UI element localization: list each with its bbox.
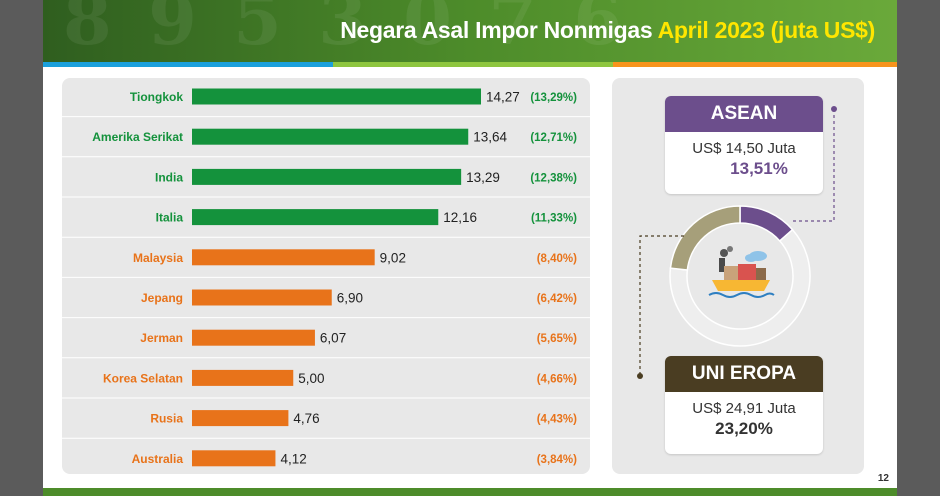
smoke-puff — [727, 246, 733, 252]
bar-chart-panel: Tiongkok 14,27 (13,29%) Amerika Serikat 13,6… — [62, 78, 590, 474]
cargo-ship-factory-icon — [708, 246, 775, 298]
bar — [192, 369, 294, 386]
category-label: Korea Selatan — [103, 371, 183, 385]
ship-hull — [712, 280, 770, 291]
category-label: Amerika Serikat — [92, 130, 183, 144]
category-label: Jepang — [141, 291, 183, 305]
asean-value: US$ 14,50 Juta — [692, 140, 796, 157]
category-label: Tiongkok — [130, 90, 183, 104]
share-label: (13,29%) — [530, 92, 577, 104]
region-panel: ASEAN US$ 14,50 Juta 13,51% UNI EROPA US… — [612, 78, 864, 474]
cloud — [745, 254, 757, 262]
container — [724, 266, 738, 280]
container — [756, 268, 766, 280]
asean-connector-dot — [831, 106, 837, 112]
background-digits-decoration: 8 9 5 3 0 7 6 — [63, 0, 629, 61]
asean-title: ASEAN — [665, 96, 823, 132]
uni-eropa-connector — [639, 235, 684, 376]
page-number: 12 — [877, 473, 889, 484]
bar — [192, 209, 439, 226]
share-label: (6,42%) — [537, 293, 577, 305]
category-label: Malaysia — [133, 251, 183, 265]
asean-share: 13,51% — [730, 159, 788, 178]
share-label: (4,66%) — [537, 373, 577, 385]
value-label: 5,00 — [298, 371, 324, 386]
bar — [192, 289, 332, 306]
share-label: (8,40%) — [537, 253, 577, 265]
category-label: Italia — [156, 211, 184, 225]
stripe-blue — [43, 62, 333, 67]
page-title: Negara Asal Impor Nonmigas April 2023 (j… — [340, 17, 875, 44]
container — [738, 264, 756, 280]
value-label: 13,29 — [466, 170, 500, 185]
title-main: Negara Asal Impor Nonmigas — [340, 17, 658, 43]
bar — [192, 329, 315, 346]
bar — [192, 249, 375, 266]
uni-eropa-share: 23,20% — [715, 419, 773, 438]
asean-connector — [790, 109, 835, 222]
category-label: India — [155, 170, 183, 184]
donut-chart — [637, 106, 837, 379]
bar — [192, 450, 276, 467]
category-label: Jerman — [140, 331, 183, 345]
value-label: 14,27 — [486, 90, 520, 105]
title-banner: 8 9 5 3 0 7 6 Negara Asal Impor Nonmigas… — [43, 0, 897, 62]
uni-eropa-title: UNI EROPA — [665, 356, 823, 392]
share-label: (5,65%) — [537, 333, 577, 345]
title-highlight: April 2023 (juta US$) — [657, 17, 876, 43]
sea-waves — [708, 292, 775, 298]
value-label: 4,12 — [280, 451, 306, 466]
stripe-orange — [613, 62, 897, 67]
asean-card: ASEAN US$ 14,50 Juta 13,51% — [665, 96, 823, 194]
uni-eropa-connector-dot — [637, 373, 643, 379]
category-label: Rusia — [150, 412, 183, 426]
value-label: 13,64 — [473, 130, 507, 145]
share-label: (4,43%) — [537, 414, 577, 426]
value-label: 12,16 — [443, 210, 477, 225]
category-label: Australia — [132, 452, 184, 466]
stripe-green — [333, 62, 613, 67]
share-label: (11,33%) — [531, 213, 577, 225]
chimney — [719, 258, 725, 272]
bar — [192, 410, 289, 427]
bar — [192, 88, 481, 105]
value-label: 9,02 — [380, 250, 406, 265]
uni-eropa-value: US$ 24,91 Juta — [692, 400, 796, 417]
share-label: (12,71%) — [530, 132, 577, 144]
share-label: (3,84%) — [537, 454, 577, 466]
share-label: (12,38%) — [530, 172, 577, 184]
uni-eropa-card: UNI EROPA US$ 24,91 Juta 23,20% — [665, 356, 823, 454]
bar — [192, 168, 462, 185]
footer-bar — [43, 488, 897, 496]
value-label: 4,76 — [293, 411, 319, 426]
smoke-puff — [720, 249, 728, 257]
donut-slice-uni-eropa — [669, 205, 741, 271]
bar — [192, 128, 469, 145]
value-label: 6,07 — [320, 331, 346, 346]
value-label: 6,90 — [337, 291, 363, 306]
slide: 8 9 5 3 0 7 6 Negara Asal Impor Nonmigas… — [43, 0, 897, 488]
donut-slice-others — [669, 228, 811, 347]
bar-chart: Tiongkok 14,27 (13,29%) Amerika Serikat 13,6… — [62, 88, 590, 467]
